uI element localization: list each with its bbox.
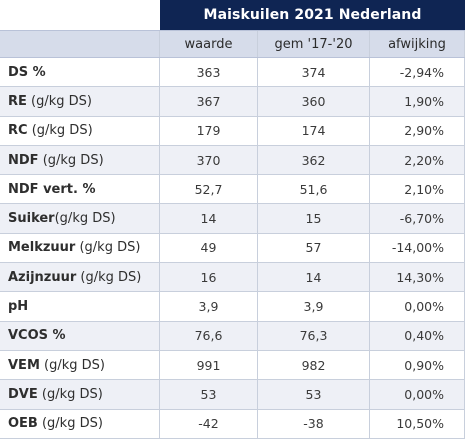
table-row: VEM (g/kg DS) 991 982 0,90% [0,350,465,381]
table-body: DS % 363 374 -2,94% RE (g/kg DS) 367 360 1,90% R… [0,58,465,439]
cell-waarde: 14 [160,204,258,233]
table-row: Melkzuur (g/kg DS) 49 57 -14,00% [0,233,465,264]
cell-gem: 14 [258,263,370,292]
row-unit: (g/kg DS) [38,152,104,168]
cell-waarde: 179 [160,116,258,145]
title-blank-cell [0,0,160,30]
cell-gem: 53 [258,380,370,409]
cell-gem: 982 [258,350,370,380]
header-gem: gem '17-'20 [258,31,370,57]
row-label: DVE (g/kg DS) [0,380,160,409]
row-unit: (g/kg DS) [75,240,141,256]
row-name: RC [8,123,28,139]
cell-afwijking: 0,40% [370,321,465,350]
row-label: RC (g/kg DS) [0,116,160,145]
cell-afwijking: 10,50% [370,409,465,438]
row-name: pH [8,299,29,315]
title-row: Maiskuilen 2021 Nederland [0,0,465,30]
cell-afwijking: 2,20% [370,145,465,175]
cell-gem: -38 [258,409,370,438]
cell-afwijking: 2,10% [370,175,465,204]
row-unit: (g/kg DS) [27,123,93,139]
cell-waarde: 52,7 [160,175,258,204]
cell-afwijking: 0,00% [370,292,465,321]
header-waarde: waarde [160,31,258,57]
row-name: DS % [8,64,46,80]
cell-waarde: 3,9 [160,292,258,321]
table-row: RC (g/kg DS) 179 174 2,90% [0,116,465,146]
row-name: NDF vert. % [8,181,96,197]
row-name: Melkzuur [8,240,76,256]
cell-afwijking: 14,30% [370,263,465,292]
cell-waarde: 49 [160,233,258,263]
row-label: OEB (g/kg DS) [0,409,160,438]
cell-gem: 51,6 [258,175,370,204]
cell-gem: 374 [258,58,370,87]
cell-afwijking: 1,90% [370,87,465,116]
cell-afwijking: 0,00% [370,380,465,409]
row-label: NDF vert. % [0,175,160,204]
cell-waarde: 16 [160,263,258,292]
row-label: VCOS % [0,321,160,350]
row-name: DVE [8,386,38,402]
cell-gem: 57 [258,233,370,263]
cell-gem: 360 [258,87,370,116]
row-unit: (g/kg DS) [37,416,103,432]
cell-afwijking: 2,90% [370,116,465,145]
cell-gem: 362 [258,145,370,175]
table-row: OEB (g/kg DS) -42 -38 10,50% [0,409,465,439]
header-row: waarde gem '17-'20 afwijking [0,30,465,58]
cell-waarde: 991 [160,350,258,380]
table-row: RE (g/kg DS) 367 360 1,90% [0,87,465,117]
row-unit: (g/kg DS) [54,211,116,227]
table-row: Azijnzuur (g/kg DS) 16 14 14,30% [0,263,465,293]
row-name: VEM [8,357,40,373]
row-label: RE (g/kg DS) [0,87,160,116]
row-label: Suiker (g/kg DS) [0,204,160,233]
table-row: NDF vert. % 52,7 51,6 2,10% [0,175,465,205]
cell-afwijking: -6,70% [370,204,465,233]
table-row: VCOS % 76,6 76,3 0,40% [0,321,465,351]
row-label: pH [0,292,160,321]
cell-gem: 76,3 [258,321,370,350]
row-unit: (g/kg DS) [76,269,142,285]
row-unit: (g/kg DS) [39,357,105,373]
table-row: DVE (g/kg DS) 53 53 0,00% [0,380,465,410]
cell-gem: 174 [258,116,370,145]
table-title: Maiskuilen 2021 Nederland [160,0,465,30]
header-afwijking: afwijking [370,31,465,57]
cell-waarde: -42 [160,409,258,438]
row-name: Suiker [8,211,55,227]
row-name: NDF [8,152,39,168]
row-label: Melkzuur (g/kg DS) [0,233,160,263]
row-label: VEM (g/kg DS) [0,350,160,380]
cell-waarde: 370 [160,145,258,175]
row-unit: (g/kg DS) [26,93,92,109]
row-name: RE [8,93,27,109]
row-name: Azijnzuur [8,269,77,285]
row-label: NDF (g/kg DS) [0,145,160,175]
row-unit: (g/kg DS) [37,386,103,402]
table-row: pH 3,9 3,9 0,00% [0,292,465,322]
cell-afwijking: -2,94% [370,58,465,87]
row-label: DS % [0,58,160,87]
cell-waarde: 363 [160,58,258,87]
row-name: OEB [8,416,38,432]
cell-afwijking: -14,00% [370,233,465,263]
cell-waarde: 76,6 [160,321,258,350]
row-label: Azijnzuur (g/kg DS) [0,263,160,292]
cell-gem: 15 [258,204,370,233]
cell-afwijking: 0,90% [370,350,465,380]
header-blank-cell [0,31,160,57]
cell-waarde: 53 [160,380,258,409]
cell-waarde: 367 [160,87,258,116]
cell-gem: 3,9 [258,292,370,321]
table-row: NDF (g/kg DS) 370 362 2,20% [0,145,465,176]
table-row: DS % 363 374 -2,94% [0,58,465,88]
table-row: Suiker (g/kg DS) 14 15 -6,70% [0,204,465,234]
row-name: VCOS % [8,328,66,344]
